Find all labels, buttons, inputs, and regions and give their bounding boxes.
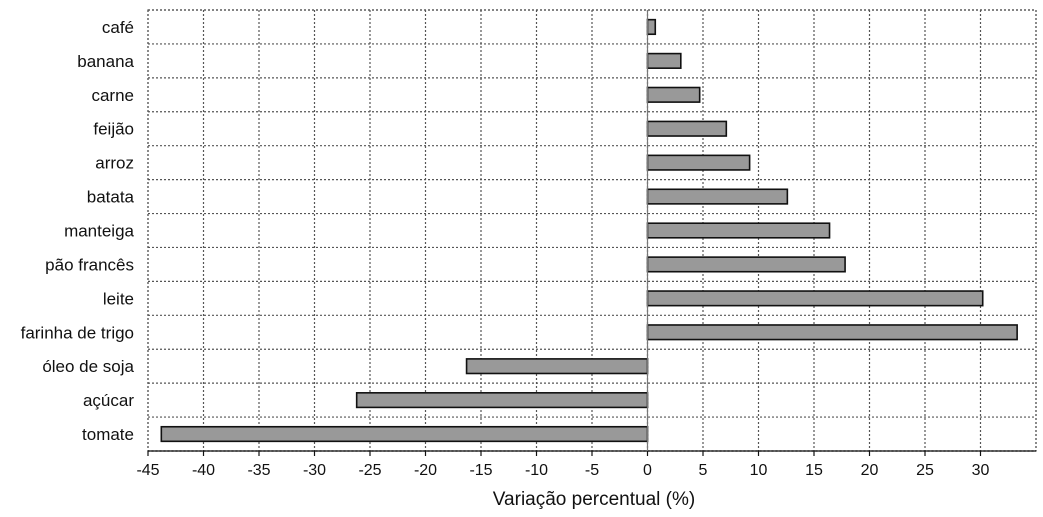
x-tick-label: -30 <box>303 462 326 479</box>
x-tick-label: -45 <box>136 462 159 479</box>
category-label: açúcar <box>83 391 134 410</box>
x-tick-label: 5 <box>699 462 708 479</box>
bar-8 <box>646 290 984 307</box>
bar-5 <box>646 188 789 205</box>
x-tick-label: 20 <box>861 462 879 479</box>
x-tick-label: 0 <box>643 462 652 479</box>
x-tick-label: 10 <box>750 462 768 479</box>
bar-2 <box>646 86 701 103</box>
x-tick-label: 25 <box>916 462 934 479</box>
category-label: carne <box>91 86 134 105</box>
x-tick-label: -5 <box>585 462 599 479</box>
bar-1 <box>646 52 682 69</box>
x-axis-title: Variação percentual (%) <box>493 489 695 510</box>
bar-10 <box>465 358 649 375</box>
x-tick-label: 15 <box>805 462 823 479</box>
bar-4 <box>646 154 751 171</box>
bar-12 <box>160 425 649 443</box>
category-label: café <box>102 18 134 37</box>
category-label: farinha de trigo <box>21 323 134 342</box>
bar-9 <box>646 324 1018 341</box>
category-label: banana <box>77 52 134 71</box>
category-label: leite <box>103 289 134 308</box>
category-label: óleo de soja <box>42 357 134 376</box>
x-tick-label: -25 <box>358 462 381 479</box>
bar-3 <box>646 120 728 137</box>
grid <box>147 9 1037 452</box>
category-label: arroz <box>95 154 134 173</box>
bar-0 <box>646 18 657 36</box>
category-label: feijão <box>93 120 134 139</box>
x-tick-label: 30 <box>972 462 990 479</box>
bars <box>160 18 1018 443</box>
x-axis-ticks: -45 -40 -35 -30 -25 -20 -15 -10 -5 0 5 10 15 20 25 30 <box>136 450 1036 479</box>
x-tick-label: -35 <box>247 462 270 479</box>
bar-6 <box>646 222 831 239</box>
category-label: manteiga <box>64 222 134 241</box>
category-label: pão francês <box>45 255 134 274</box>
x-tick-label: -15 <box>469 462 492 479</box>
category-label: tomate <box>82 425 134 444</box>
x-tick-label: -40 <box>192 462 215 479</box>
x-tick-label: -10 <box>525 462 548 479</box>
bar-11 <box>355 392 649 409</box>
bar-7 <box>646 256 846 273</box>
category-label: batata <box>87 188 135 207</box>
category-labels: café banana carne feijão arroz batata manteiga… <box>21 18 135 444</box>
x-tick-label: -20 <box>414 462 437 479</box>
